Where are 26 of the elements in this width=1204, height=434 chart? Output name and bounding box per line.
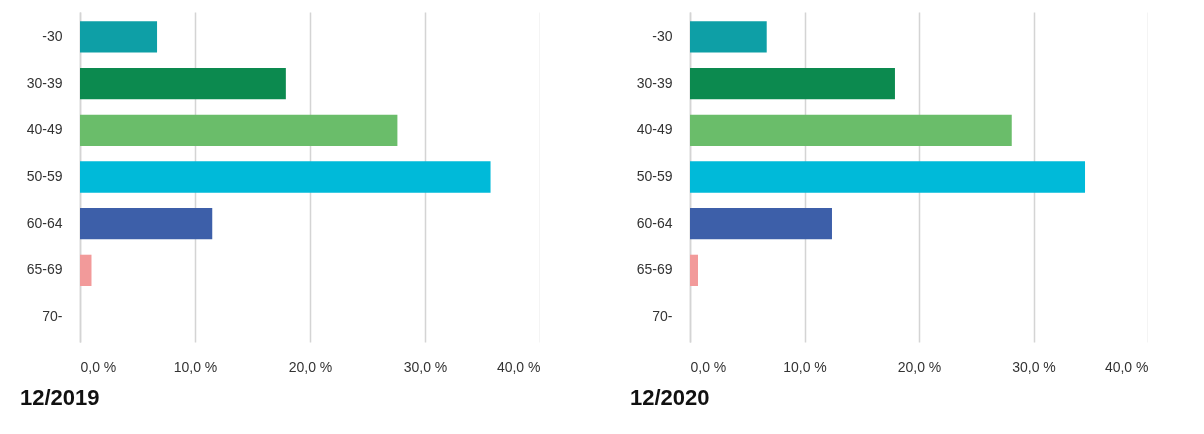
y-tick-label: 40-49 — [636, 121, 673, 138]
x-tick-label: 0,0 % — [690, 358, 727, 375]
x-tick-label: 10,0 % — [173, 358, 218, 375]
x-tick-label: 30,0 % — [1012, 358, 1056, 375]
y-tick-label: 60-64 — [26, 214, 63, 231]
y-tick-label: 70- — [652, 308, 673, 325]
y-tick-label: 65-69 — [26, 261, 63, 278]
y-tick-label: 40-49 — [26, 121, 63, 138]
y-tick-label: -30 — [42, 27, 63, 44]
text: 12/2020 — [630, 385, 710, 410]
x-tick-label: 10,0 % — [783, 358, 827, 375]
y-tick-label: 70- — [42, 308, 63, 325]
y-tick-label: 65-69 — [636, 261, 673, 278]
y-tick-label: 50-59 — [26, 168, 63, 184]
y-tick-label: 60-64 — [636, 214, 673, 231]
y-tick-label: 30-39 — [26, 74, 63, 91]
x-tick-label: 20,0 % — [897, 358, 942, 375]
text: 12/2019 — [20, 385, 100, 410]
x-tick-label: 40,0 % — [1104, 358, 1149, 375]
y-tick-label: 30-39 — [636, 74, 673, 91]
x-tick-label: 40,0 % — [496, 358, 541, 375]
x-tick-label: 0,0 % — [80, 358, 117, 375]
x-tick-label: 20,0 % — [288, 358, 333, 375]
y-tick-label: 50-59 — [636, 168, 673, 184]
x-tick-label: 30,0 % — [403, 358, 448, 375]
y-tick-label: -30 — [652, 27, 673, 44]
